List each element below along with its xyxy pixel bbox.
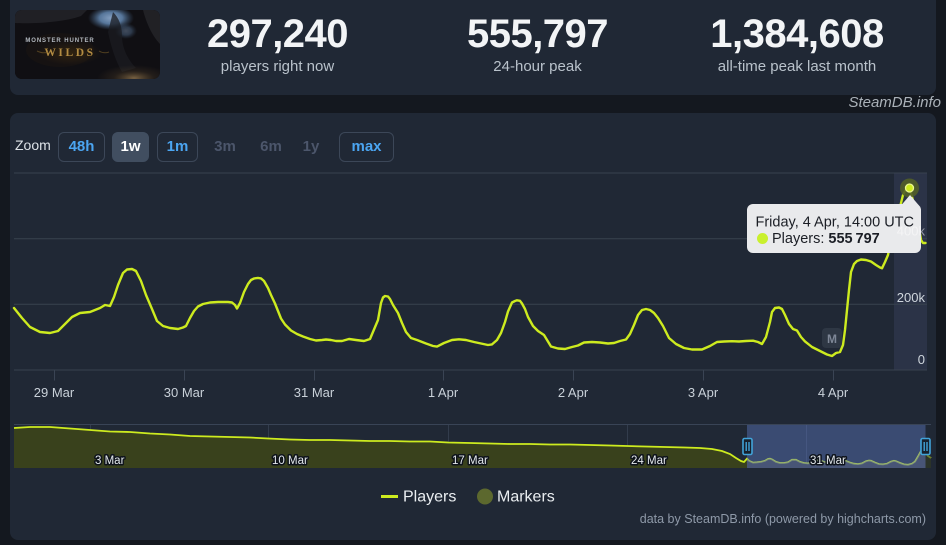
svg-text:31 Mar: 31 Mar	[294, 385, 335, 400]
svg-text:Players: 555 797: Players: 555 797	[772, 231, 880, 247]
svg-text:Players: Players	[403, 489, 456, 506]
svg-text:Friday, 4 Apr, 14:00 UTC: Friday, 4 Apr, 14:00 UTC	[756, 215, 915, 231]
svg-text:3 Apr: 3 Apr	[688, 385, 719, 400]
svg-text:2 Apr: 2 Apr	[558, 385, 589, 400]
svg-text:31 Mar: 31 Mar	[810, 455, 846, 467]
svg-text:0: 0	[918, 352, 925, 367]
svg-text:24 Mar: 24 Mar	[631, 455, 667, 467]
svg-text:400k: 400k	[897, 224, 926, 239]
svg-text:WILDS: WILDS	[44, 47, 95, 59]
svg-text:M: M	[827, 332, 837, 346]
svg-text:200k: 200k	[897, 290, 926, 305]
svg-text:4 Apr: 4 Apr	[818, 385, 849, 400]
svg-text:10 Mar: 10 Mar	[272, 455, 308, 467]
svg-text:17 Mar: 17 Mar	[452, 455, 488, 467]
svg-text:MONSTER HUNTER: MONSTER HUNTER	[25, 38, 94, 44]
svg-text:30 Mar: 30 Mar	[164, 385, 205, 400]
svg-text:3 Mar: 3 Mar	[95, 455, 125, 467]
svg-text:Markers: Markers	[497, 489, 555, 506]
svg-text:29 Mar: 29 Mar	[34, 385, 75, 400]
svg-text:1 Apr: 1 Apr	[428, 385, 459, 400]
